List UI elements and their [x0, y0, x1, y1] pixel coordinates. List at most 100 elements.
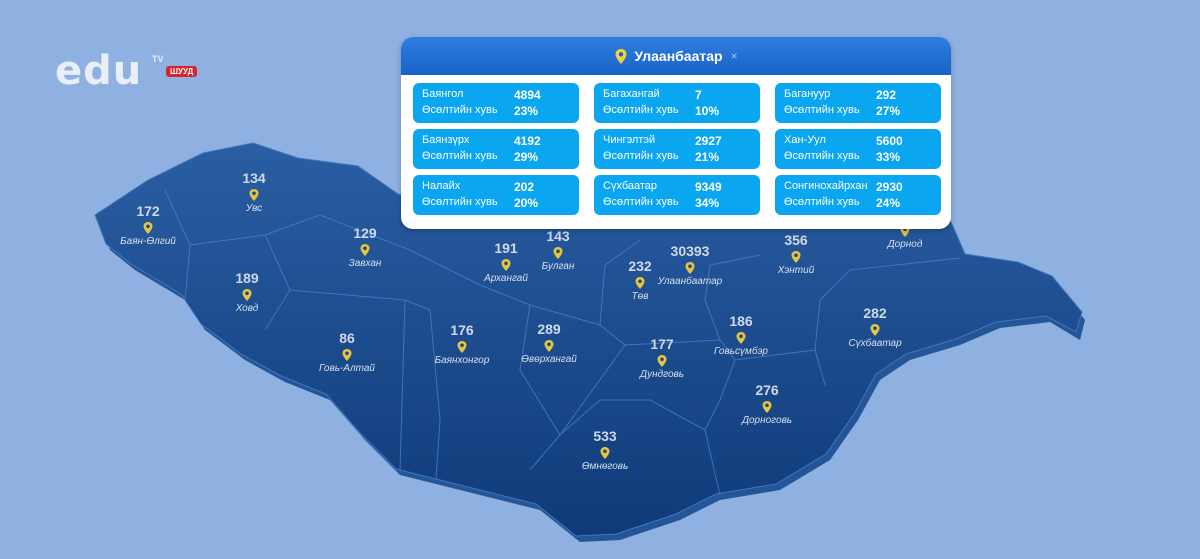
growth-value: 29%: [514, 150, 539, 164]
growth-value: 34%: [695, 196, 720, 210]
location-pin-icon: [736, 332, 746, 344]
aimag-value: 129: [353, 225, 377, 241]
district-card: Сүхбаатар 9349 Өсөлтийн хувь 34%: [594, 175, 760, 215]
district-name: Баянгол: [422, 88, 464, 100]
aimag-label[interactable]: 30393 Улаанбаатар: [630, 243, 750, 287]
aimag-name: Өвөрхангай: [521, 354, 577, 365]
aimag-name: Говь-Алтай: [319, 363, 375, 374]
edu-tv-logo: edu TV ШУУД: [55, 48, 198, 94]
location-pin-icon: [791, 251, 801, 263]
district-value: 5600: [876, 134, 903, 148]
growth-label: Өсөлтийн хувь: [603, 150, 679, 162]
aimag-value: 86: [339, 330, 355, 346]
location-pin-icon: [635, 277, 645, 289]
aimag-label[interactable]: 177 Дундговь: [602, 336, 722, 380]
aimag-value: 189: [235, 270, 259, 286]
aimag-value: 232: [628, 258, 652, 274]
location-pin-icon: [657, 355, 667, 367]
aimag-label[interactable]: 232 Төв: [580, 258, 700, 302]
aimag-value: 356: [784, 232, 808, 248]
district-card: Чингэлтэй 2927 Өсөлтийн хувь 21%: [594, 129, 760, 169]
location-pin-icon: [242, 289, 252, 301]
aimag-label[interactable]: 186 Говьсүмбэр: [681, 313, 801, 357]
district-value: 202: [514, 180, 535, 194]
location-pin-icon: [553, 247, 563, 259]
aimag-name: Сүхбаатар: [848, 338, 902, 349]
aimag-value: 30393: [670, 243, 710, 259]
district-name: Баянзүрх: [422, 134, 470, 146]
aimag-name: Увс: [245, 203, 263, 214]
location-pin-icon: [457, 341, 467, 353]
aimag-label[interactable]: 176 Баянхонгор: [402, 322, 522, 366]
aimag-value: 186: [729, 313, 753, 329]
aimag-label[interactable]: 134 Увс: [194, 170, 314, 214]
aimag-label[interactable]: 129 Завхан: [305, 225, 425, 269]
district-value: 4192: [514, 134, 541, 148]
aimag-name: Төв: [631, 291, 649, 302]
location-pin-icon: [501, 259, 511, 271]
district-card: Баянзүрх 4192 Өсөлтийн хувь 29%: [413, 129, 579, 169]
aimag-name: Хэнтий: [777, 265, 815, 276]
growth-label: Өсөлтийн хувь: [603, 104, 679, 116]
district-value: 9349: [695, 180, 722, 194]
district-value: 2927: [695, 134, 722, 148]
aimag-label[interactable]: 356 Хэнтий: [736, 232, 856, 276]
location-pin-icon: [615, 48, 627, 64]
aimag-value: 172: [136, 203, 160, 219]
growth-value: 21%: [695, 150, 720, 164]
location-pin-icon: [600, 447, 610, 459]
aimag-name: Дундговь: [639, 369, 685, 380]
growth-value: 33%: [876, 150, 901, 164]
aimag-label[interactable]: 191 Архангай: [446, 240, 566, 284]
popup-title: Улаанбаатар: [634, 48, 723, 64]
aimag-label[interactable]: 289 Өвөрхангай: [489, 321, 609, 365]
growth-label: Өсөлтийн хувь: [784, 104, 860, 116]
district-value: 4894: [514, 88, 541, 102]
aimag-label[interactable]: 282 Сүхбаатар: [815, 305, 935, 349]
aimag-name: Баян-Өлгий: [120, 236, 176, 247]
aimag-value: 177: [650, 336, 674, 352]
aimag-value: 143: [546, 228, 570, 244]
district-value: 2930: [876, 180, 903, 194]
district-name: Налайх: [422, 180, 461, 192]
district-name: Багануур: [784, 88, 831, 100]
district-name: Сонгинохайрхан: [784, 180, 868, 192]
logo-text: edu: [55, 48, 143, 94]
district-value: 292: [876, 88, 897, 102]
district-card: Багануур 292 Өсөлтийн хувь 27%: [775, 83, 941, 123]
district-value: 7: [695, 88, 702, 102]
growth-label: Өсөлтийн хувь: [784, 196, 860, 208]
location-pin-icon: [685, 262, 695, 274]
ulaanbaatar-popup: Улаанбаатар × Баянгол 4894 Өсөлтийн хувь 23…: [401, 37, 951, 229]
district-card: Налайх 202 Өсөлтийн хувь 20%: [413, 175, 579, 215]
aimag-name: Баянхонгор: [434, 355, 490, 366]
growth-label: Өсөлтийн хувь: [422, 196, 498, 208]
growth-value: 10%: [695, 104, 720, 118]
aimag-label[interactable]: 143 Булган: [498, 228, 618, 272]
aimag-label[interactable]: 86 Говь-Алтай: [287, 330, 407, 374]
aimag-value: 134: [242, 170, 266, 186]
location-pin-icon: [143, 222, 153, 234]
location-pin-icon: [342, 349, 352, 361]
live-badge: ШУУД: [166, 66, 198, 77]
aimag-label[interactable]: 533 Өмнөговь: [545, 428, 665, 472]
growth-label: Өсөлтийн хувь: [603, 196, 679, 208]
aimag-name: Дорнод: [887, 239, 923, 250]
aimag-name: Булган: [541, 261, 575, 272]
aimag-name: Завхан: [348, 258, 382, 269]
location-pin-icon: [249, 189, 259, 201]
district-name: Багахангай: [603, 88, 660, 100]
aimag-label[interactable]: 189 Ховд: [187, 270, 307, 314]
growth-label: Өсөлтийн хувь: [422, 104, 498, 116]
growth-label: Өсөлтийн хувь: [422, 150, 498, 162]
location-pin-icon: [544, 340, 554, 352]
aimag-label[interactable]: 172 Баян-Өлгий: [88, 203, 208, 247]
aimag-name: Ховд: [235, 303, 259, 314]
district-name: Чингэлтэй: [603, 134, 656, 146]
aimag-value: 176: [450, 322, 474, 338]
aimag-value: 191: [494, 240, 518, 256]
close-icon[interactable]: ×: [730, 49, 738, 63]
district-card: Баянгол 4894 Өсөлтийн хувь 23%: [413, 83, 579, 123]
aimag-label[interactable]: 276 Дорноговь: [707, 382, 827, 426]
